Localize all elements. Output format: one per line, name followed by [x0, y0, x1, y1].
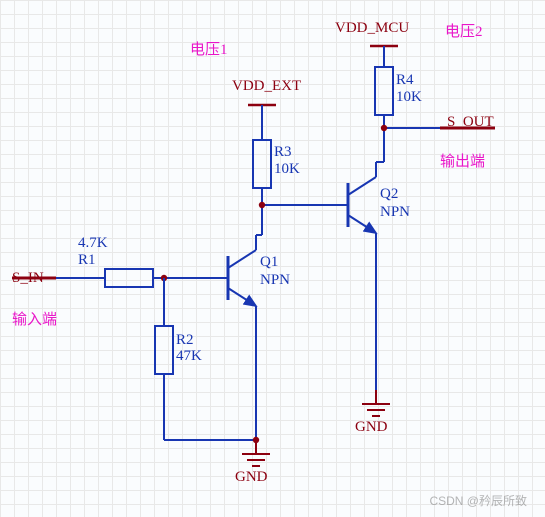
- r1-ref: R1: [78, 252, 96, 269]
- q1-ref: Q1: [260, 254, 278, 271]
- anno-out: 输出端: [440, 150, 485, 171]
- watermark: CSDN @矜辰所致: [429, 492, 527, 509]
- r1-val: 4.7K: [78, 235, 108, 252]
- schematic-canvas: S_IN S_OUT VDD_EXT VDD_MCU GND GND 电压1 电…: [0, 0, 545, 517]
- q2-type: NPN: [380, 204, 410, 221]
- r3-val: 10K: [274, 161, 300, 178]
- r2-ref: R2: [176, 332, 194, 349]
- anno-v2: 电压2: [445, 20, 483, 41]
- net-gnd1-label: GND: [235, 469, 268, 486]
- net-s-in-label: S_IN: [12, 270, 44, 287]
- net-vdd-ext-label: VDD_EXT: [232, 78, 301, 95]
- r4-ref: R4: [396, 72, 414, 89]
- anno-v1: 电压1: [190, 38, 228, 59]
- net-vdd-mcu-label: VDD_MCU: [335, 20, 409, 37]
- anno-in: 输入端: [12, 308, 57, 329]
- q1-type: NPN: [260, 272, 290, 289]
- r4-val: 10K: [396, 89, 422, 106]
- r3-ref: R3: [274, 144, 292, 161]
- q2-ref: Q2: [380, 186, 398, 203]
- net-gnd2-label: GND: [355, 419, 388, 436]
- net-s-out-label: S_OUT: [447, 114, 494, 131]
- r2-val: 47K: [176, 348, 202, 365]
